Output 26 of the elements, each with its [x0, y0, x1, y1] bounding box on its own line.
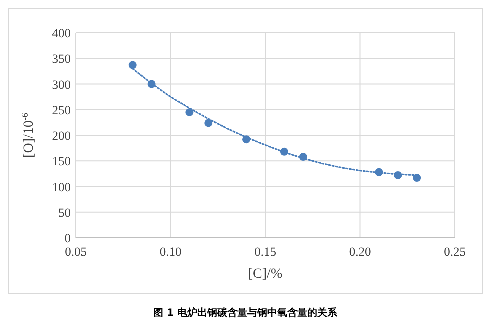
point — [204, 119, 213, 128]
point — [299, 153, 308, 162]
point — [280, 148, 288, 156]
x-tick-label: 0.05 — [65, 245, 87, 259]
y-tick-label: 400 — [52, 26, 71, 40]
caption: 图 1 电炉出钢碳含量与钢中氧含量的关系 — [154, 307, 338, 319]
point — [394, 171, 402, 180]
y-tick-label: 350 — [52, 52, 71, 66]
x-tick-label: 0.15 — [254, 245, 276, 259]
point — [375, 168, 384, 176]
x-tick-label: 0.10 — [160, 245, 182, 259]
y-tick-label: 150 — [52, 154, 71, 169]
y-tick-label: 200 — [52, 129, 71, 143]
y-tick-label: 50 — [58, 206, 71, 220]
point — [128, 61, 137, 70]
x-tick-label: 0.20 — [349, 245, 372, 259]
y-tick-label: 100 — [52, 180, 71, 194]
point — [413, 174, 422, 182]
x-tick-label: 0.25 — [444, 245, 466, 259]
x-axis-title: [C]/% — [248, 267, 283, 282]
y-tick-label: 250 — [52, 103, 71, 118]
point — [186, 108, 194, 116]
y-tick-label: 300 — [52, 78, 71, 92]
point — [148, 80, 156, 88]
point — [242, 136, 251, 144]
y-tick-label: 0 — [64, 232, 71, 246]
